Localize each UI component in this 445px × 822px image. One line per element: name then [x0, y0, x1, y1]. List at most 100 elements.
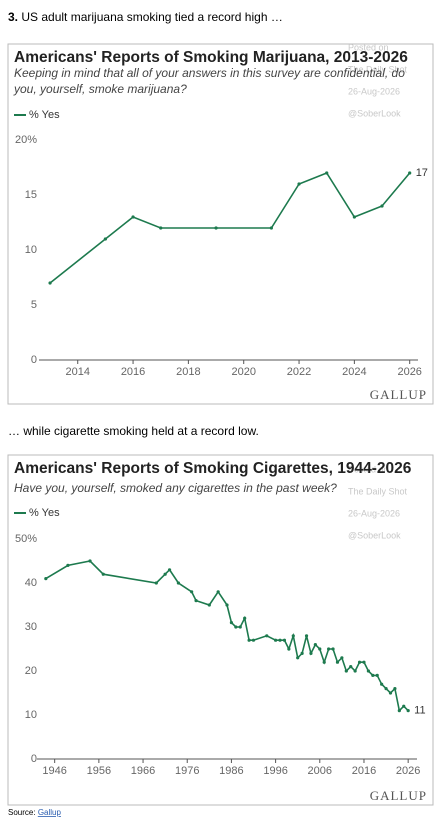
- data-point: [296, 656, 300, 660]
- data-point: [327, 647, 331, 651]
- watermark: @SoberLook: [348, 530, 401, 540]
- watermark: 26-Aug-2026: [348, 86, 400, 96]
- data-point: [238, 625, 242, 629]
- data-point: [380, 682, 384, 686]
- data-point: [251, 638, 256, 642]
- source-label: Source:: [8, 808, 36, 817]
- data-point: [243, 616, 247, 620]
- data-point: [48, 281, 52, 285]
- data-point: [247, 638, 251, 642]
- y-tick-label: 40: [25, 577, 37, 589]
- data-point: [325, 171, 329, 175]
- y-tick-label: 5: [31, 299, 37, 311]
- data-point: [393, 687, 397, 691]
- data-point: [225, 603, 229, 607]
- data-point: [344, 669, 348, 673]
- x-tick-label: 1986: [219, 765, 243, 777]
- end-label: 17: [416, 167, 428, 179]
- y-tick-label: 50%: [15, 533, 37, 545]
- data-point: [234, 625, 238, 629]
- data-point: [402, 704, 406, 708]
- data-point: [44, 577, 48, 581]
- x-tick-label: 2016: [121, 366, 145, 378]
- data-point: [318, 647, 322, 651]
- chart-title: Americans' Reports of Smoking Marijuana,…: [14, 49, 408, 66]
- data-point: [163, 572, 167, 576]
- y-tick-label: 0: [31, 753, 37, 765]
- data-point: [362, 660, 366, 664]
- data-point: [340, 656, 344, 660]
- data-point: [384, 687, 388, 691]
- data-point: [309, 651, 313, 656]
- x-tick-label: 2016: [352, 765, 376, 777]
- data-point: [388, 691, 393, 695]
- data-point: [207, 603, 211, 607]
- x-tick-label: 2022: [287, 366, 311, 378]
- data-point: [380, 204, 384, 208]
- end-label: 11: [414, 705, 425, 717]
- intro-text: US adult marijuana smoking tied a record…: [21, 10, 282, 24]
- data-point: [371, 673, 375, 678]
- y-tick-label: 30: [25, 621, 37, 633]
- watermark: Posted on: [348, 464, 389, 474]
- data-point: [229, 621, 234, 625]
- data-point: [297, 182, 301, 186]
- watermark: @SoberLook: [348, 108, 401, 118]
- brand: GALLUP: [370, 387, 427, 402]
- source: Source: Gallup: [8, 808, 61, 817]
- data-point: [159, 226, 163, 230]
- x-tick-label: 1956: [87, 765, 111, 777]
- x-tick-label: 2014: [65, 366, 89, 378]
- y-tick-label: 10: [25, 244, 37, 256]
- source-link[interactable]: Gallup: [38, 808, 62, 817]
- data-point: [313, 643, 317, 647]
- x-tick-label: 1966: [131, 765, 155, 777]
- data-point: [190, 590, 194, 594]
- chart-subtitle: Keeping in mind that all of your answers…: [14, 66, 405, 80]
- data-point: [214, 226, 218, 230]
- chart-title: Americans' Reports of Smoking Cigarettes…: [14, 460, 412, 477]
- watermark: The Daily Shot: [348, 64, 408, 74]
- data-point: [278, 638, 282, 642]
- x-tick-label: 2018: [176, 366, 200, 378]
- data-point: [194, 599, 198, 603]
- intro: 3. US adult marijuana smoking tied a rec…: [8, 10, 283, 24]
- data-point: [357, 660, 362, 664]
- y-tick-label: 15: [25, 189, 37, 201]
- data-point: [88, 559, 92, 563]
- y-tick-label: 0: [31, 354, 37, 366]
- data-point: [131, 215, 135, 219]
- brand: GALLUP: [370, 788, 427, 803]
- y-tick-label: 10: [25, 709, 37, 721]
- data-point: [322, 660, 326, 664]
- data-point: [397, 709, 401, 713]
- x-tick-label: 2024: [342, 366, 366, 378]
- data-point: [66, 563, 70, 568]
- data-point: [154, 581, 158, 585]
- data-point: [331, 647, 335, 651]
- data-point: [291, 634, 295, 638]
- x-tick-label: 1946: [42, 765, 66, 777]
- y-tick-label: 20: [25, 665, 37, 677]
- watermark: The Daily Shot: [348, 486, 408, 496]
- data-point: [300, 651, 304, 656]
- caption: … while cigarette smoking held at a reco…: [8, 424, 259, 438]
- data-point: [408, 171, 412, 175]
- chart-subtitle: Have you, yourself, smoked any cigarette…: [14, 481, 337, 495]
- chart-subtitle: you, yourself, smoke marijuana?: [13, 82, 187, 96]
- data-point: [353, 669, 357, 673]
- data-point: [103, 237, 107, 241]
- data-point: [375, 673, 379, 678]
- data-point: [274, 638, 278, 642]
- y-tick-label: 20%: [15, 134, 37, 146]
- intro-number: 3.: [8, 10, 18, 24]
- data-point: [269, 226, 273, 230]
- x-tick-label: 1996: [263, 765, 287, 777]
- x-tick-label: 2020: [231, 366, 255, 378]
- data-point: [282, 638, 287, 642]
- watermark: Posted on: [348, 42, 389, 52]
- data-point: [101, 572, 105, 576]
- legend-label: % Yes: [29, 109, 60, 121]
- data-point: [216, 590, 220, 594]
